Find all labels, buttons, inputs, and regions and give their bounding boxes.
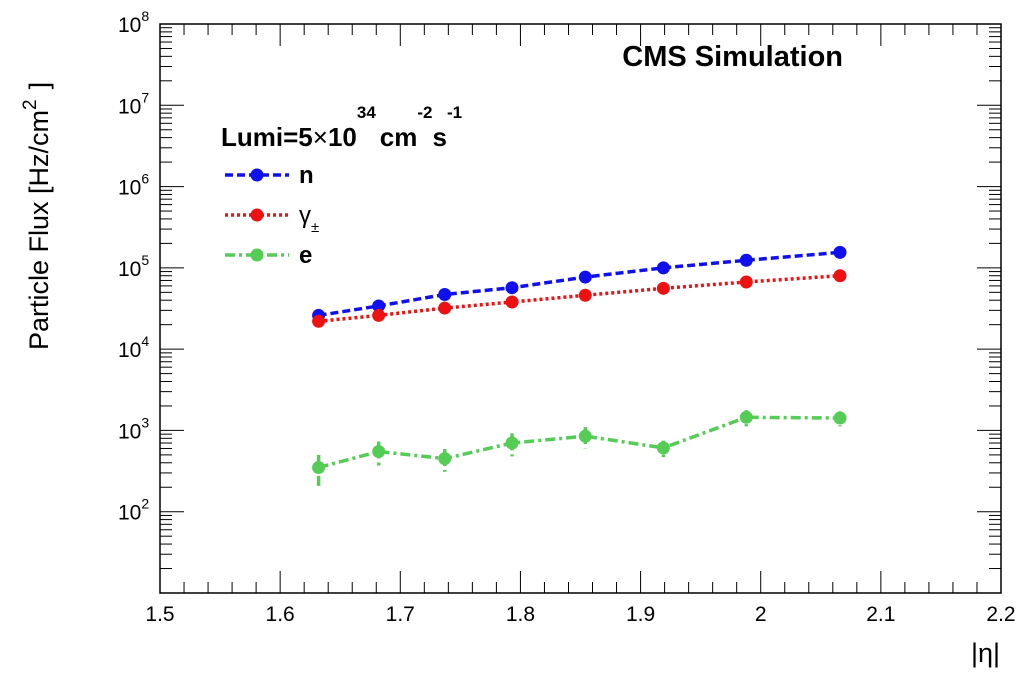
data-point	[438, 452, 451, 465]
y-tick-label: 103	[118, 414, 149, 443]
x-tick-label: 1.9	[626, 603, 655, 626]
data-point	[657, 282, 670, 295]
data-point	[438, 302, 451, 315]
legend: n γ± e	[225, 162, 319, 269]
x-tick-labels: 1.5 1.6 1.7 1.8 1.9 2 2.1 2.2	[145, 603, 1015, 626]
lumi-label: Lumi=5×1034cm-2s-1	[221, 103, 462, 152]
legend-label: γ±	[299, 202, 319, 236]
data-point	[579, 289, 592, 302]
x-tick-label: 1.5	[145, 603, 174, 626]
y-tick-label: 104	[118, 333, 149, 362]
data-point	[579, 271, 592, 284]
data-point	[740, 275, 753, 288]
series-3	[312, 410, 846, 487]
y-tick-label: 107	[118, 89, 149, 118]
legend-swatch-marker	[251, 209, 264, 222]
data-point	[834, 412, 847, 425]
y-tick-label: 108	[118, 8, 149, 37]
data-point	[657, 261, 670, 274]
y-axis-title: Particle Flux [Hz/cm2]	[20, 82, 54, 350]
data-point	[506, 296, 519, 309]
legend-swatch-marker	[251, 169, 264, 182]
data-point	[506, 281, 519, 294]
data-point	[579, 430, 592, 443]
chart-annotation: CMS Simulation	[622, 41, 843, 73]
x-tick-label: 1.7	[386, 603, 415, 626]
data-point	[506, 437, 519, 450]
y-tick-label: 106	[118, 171, 149, 200]
data-point	[740, 411, 753, 424]
data-point	[372, 309, 385, 322]
y-tick-label: 105	[118, 252, 149, 281]
legend-label: e	[299, 242, 312, 269]
legend-item: e	[225, 242, 312, 269]
x-tick-label: 1.8	[506, 603, 535, 626]
series-1	[312, 246, 846, 322]
x-tick-label: 1.6	[266, 603, 295, 626]
y-tick-labels: 102 103 104 105 106 107 108	[118, 8, 149, 525]
legend-item: γ±	[225, 202, 319, 236]
legend-label: n	[299, 162, 314, 189]
x-tick-label: 2	[755, 603, 767, 626]
series-line	[319, 276, 840, 322]
plot-frame	[160, 24, 1001, 593]
series-line	[319, 252, 840, 315]
y-tick-label: 102	[118, 496, 149, 525]
x-axis-title: |η|	[971, 638, 1000, 668]
axis-ticks	[160, 24, 1001, 593]
x-tick-label: 2.1	[866, 603, 895, 626]
legend-swatch-marker	[251, 249, 264, 262]
series-line	[319, 417, 840, 467]
data-point	[312, 315, 325, 328]
data-point	[740, 254, 753, 267]
series-layer	[312, 246, 846, 487]
x-tick-label: 2.2	[986, 603, 1015, 626]
data-point	[834, 269, 847, 282]
data-point	[834, 246, 847, 259]
data-point	[657, 441, 670, 454]
data-point	[312, 461, 325, 474]
data-point	[372, 445, 385, 458]
legend-item: n	[225, 162, 314, 189]
data-point	[438, 288, 451, 301]
